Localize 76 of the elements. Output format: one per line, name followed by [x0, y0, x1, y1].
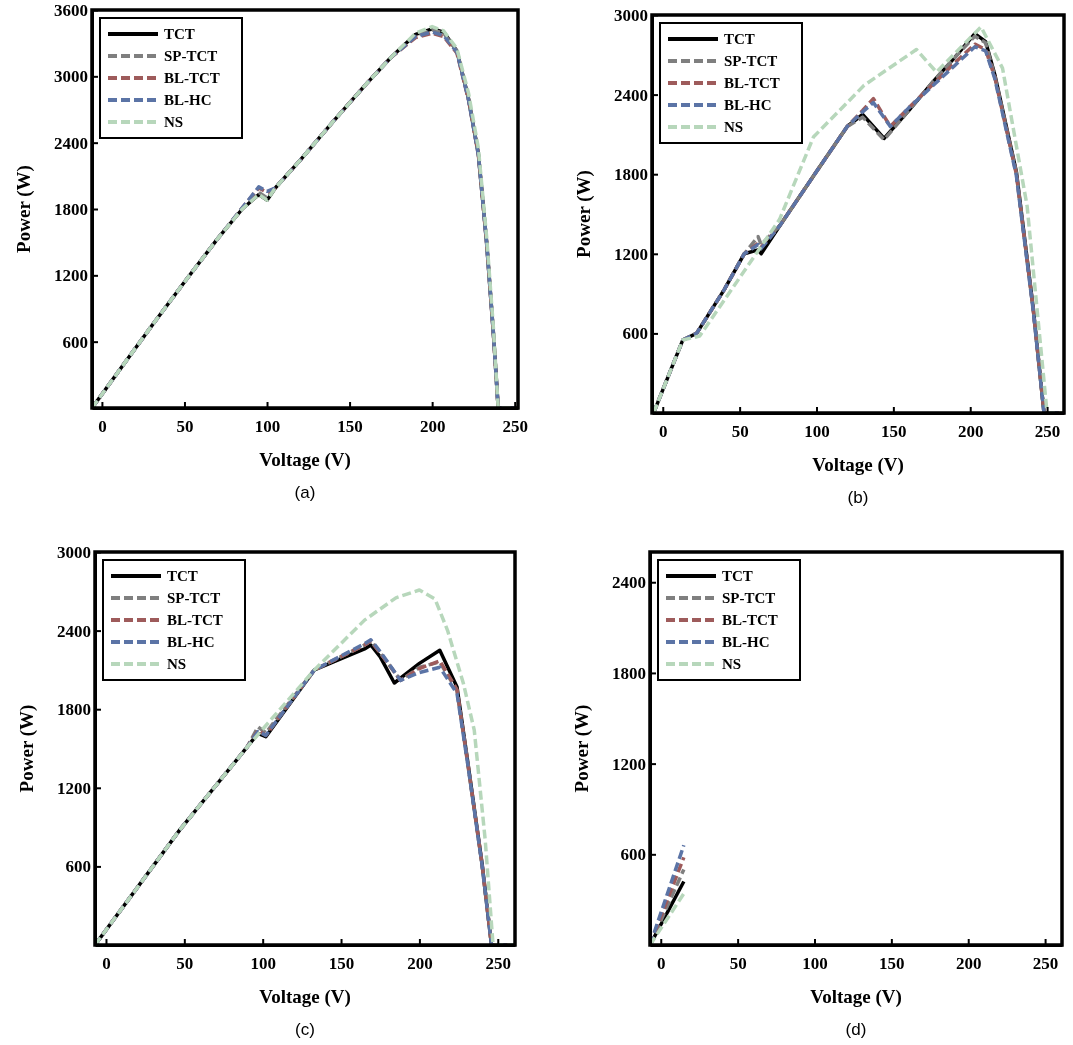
x-tick-label: 200	[957, 422, 984, 442]
legend-label: BL-HC	[164, 92, 212, 108]
x-tick-label: 50	[176, 954, 194, 974]
y-tick-label: 1800	[612, 663, 646, 683]
x-axis-title: Voltage (V)	[812, 454, 904, 476]
legend-label: NS	[164, 114, 184, 130]
y-tick-label: 3000	[57, 542, 91, 562]
y-axis-title: Power (W)	[13, 165, 35, 253]
x-tick-label: 150	[328, 954, 355, 974]
legend-label: BL-HC	[724, 97, 772, 113]
y-tick-label: 600	[622, 324, 648, 344]
x-tick-label: 250	[485, 954, 512, 974]
x-tick-label: 50	[176, 417, 194, 437]
legend-label: NS	[167, 656, 187, 672]
x-tick-label: 100	[254, 417, 281, 437]
y-tick-label: 1800	[57, 700, 91, 720]
x-tick-label: 150	[881, 422, 907, 442]
legend-label: BL-TCT	[722, 612, 778, 628]
legend-label: TCT	[164, 26, 195, 42]
x-tick-label: 0	[659, 422, 668, 442]
y-tick-label: 1200	[612, 754, 646, 774]
x-tick-label: 250	[1034, 422, 1061, 442]
y-tick-label: 2400	[57, 621, 91, 641]
y-axis-title: Power (W)	[571, 704, 593, 793]
y-tick-label: 600	[62, 332, 88, 352]
text: (d)	[845, 1020, 867, 1039]
y-tick-label: 1200	[57, 778, 91, 798]
y-tick-label: 3000	[54, 67, 88, 87]
legend-label: BL-TCT	[167, 612, 223, 628]
x-tick-label: 250	[1032, 954, 1059, 974]
legend-label: BL-HC	[722, 634, 770, 650]
text: (a)	[294, 483, 316, 502]
legend-label: TCT	[167, 568, 198, 584]
x-tick-label: 100	[250, 954, 276, 974]
x-tick-label: 250	[502, 417, 528, 437]
y-tick-label: 3600	[54, 0, 88, 20]
y-tick-label: 3000	[614, 5, 648, 25]
x-axis-title: Voltage (V)	[810, 986, 902, 1008]
text: (c)	[295, 1020, 315, 1039]
x-tick-label: 150	[337, 417, 363, 437]
x-tick-label: 0	[102, 954, 111, 974]
x-tick-label: 150	[879, 954, 905, 974]
legend-label: TCT	[722, 568, 753, 584]
text: (b)	[847, 488, 869, 507]
y-tick-label: 2400	[612, 573, 646, 593]
x-tick-label: 50	[729, 954, 747, 974]
y-axis-title: Power (W)	[16, 704, 38, 793]
x-tick-label: 100	[804, 422, 830, 442]
x-tick-label: 0	[657, 954, 666, 974]
x-tick-label: 200	[419, 417, 446, 437]
legend-label: SP-TCT	[167, 590, 221, 606]
legend-label: NS	[724, 119, 744, 135]
legend-label: BL-TCT	[724, 75, 780, 91]
x-axis-title: Voltage (V)	[259, 449, 351, 471]
x-axis-title: Voltage (V)	[259, 986, 351, 1008]
y-tick-label: 600	[620, 845, 646, 865]
x-tick-label: 200	[955, 954, 982, 974]
y-tick-label: 1800	[614, 165, 648, 185]
y-tick-label: 600	[65, 857, 91, 877]
y-tick-label: 2400	[54, 133, 88, 153]
legend-label: TCT	[724, 31, 755, 47]
legend-label: SP-TCT	[722, 590, 776, 606]
y-tick-label: 2400	[614, 85, 648, 105]
x-tick-label: 0	[98, 417, 107, 437]
legend-label: BL-TCT	[164, 70, 220, 86]
legend-label: NS	[722, 656, 742, 672]
x-tick-label: 200	[407, 954, 433, 974]
x-tick-label: 50	[731, 422, 749, 442]
legend-label: SP-TCT	[724, 53, 778, 69]
y-axis-title: Power (W)	[573, 170, 595, 258]
y-tick-label: 1200	[614, 244, 648, 264]
legend-label: BL-HC	[167, 634, 215, 650]
x-tick-label: 100	[802, 954, 828, 974]
legend-label: SP-TCT	[164, 48, 218, 64]
y-tick-label: 1800	[54, 199, 88, 219]
y-tick-label: 1200	[54, 266, 88, 286]
